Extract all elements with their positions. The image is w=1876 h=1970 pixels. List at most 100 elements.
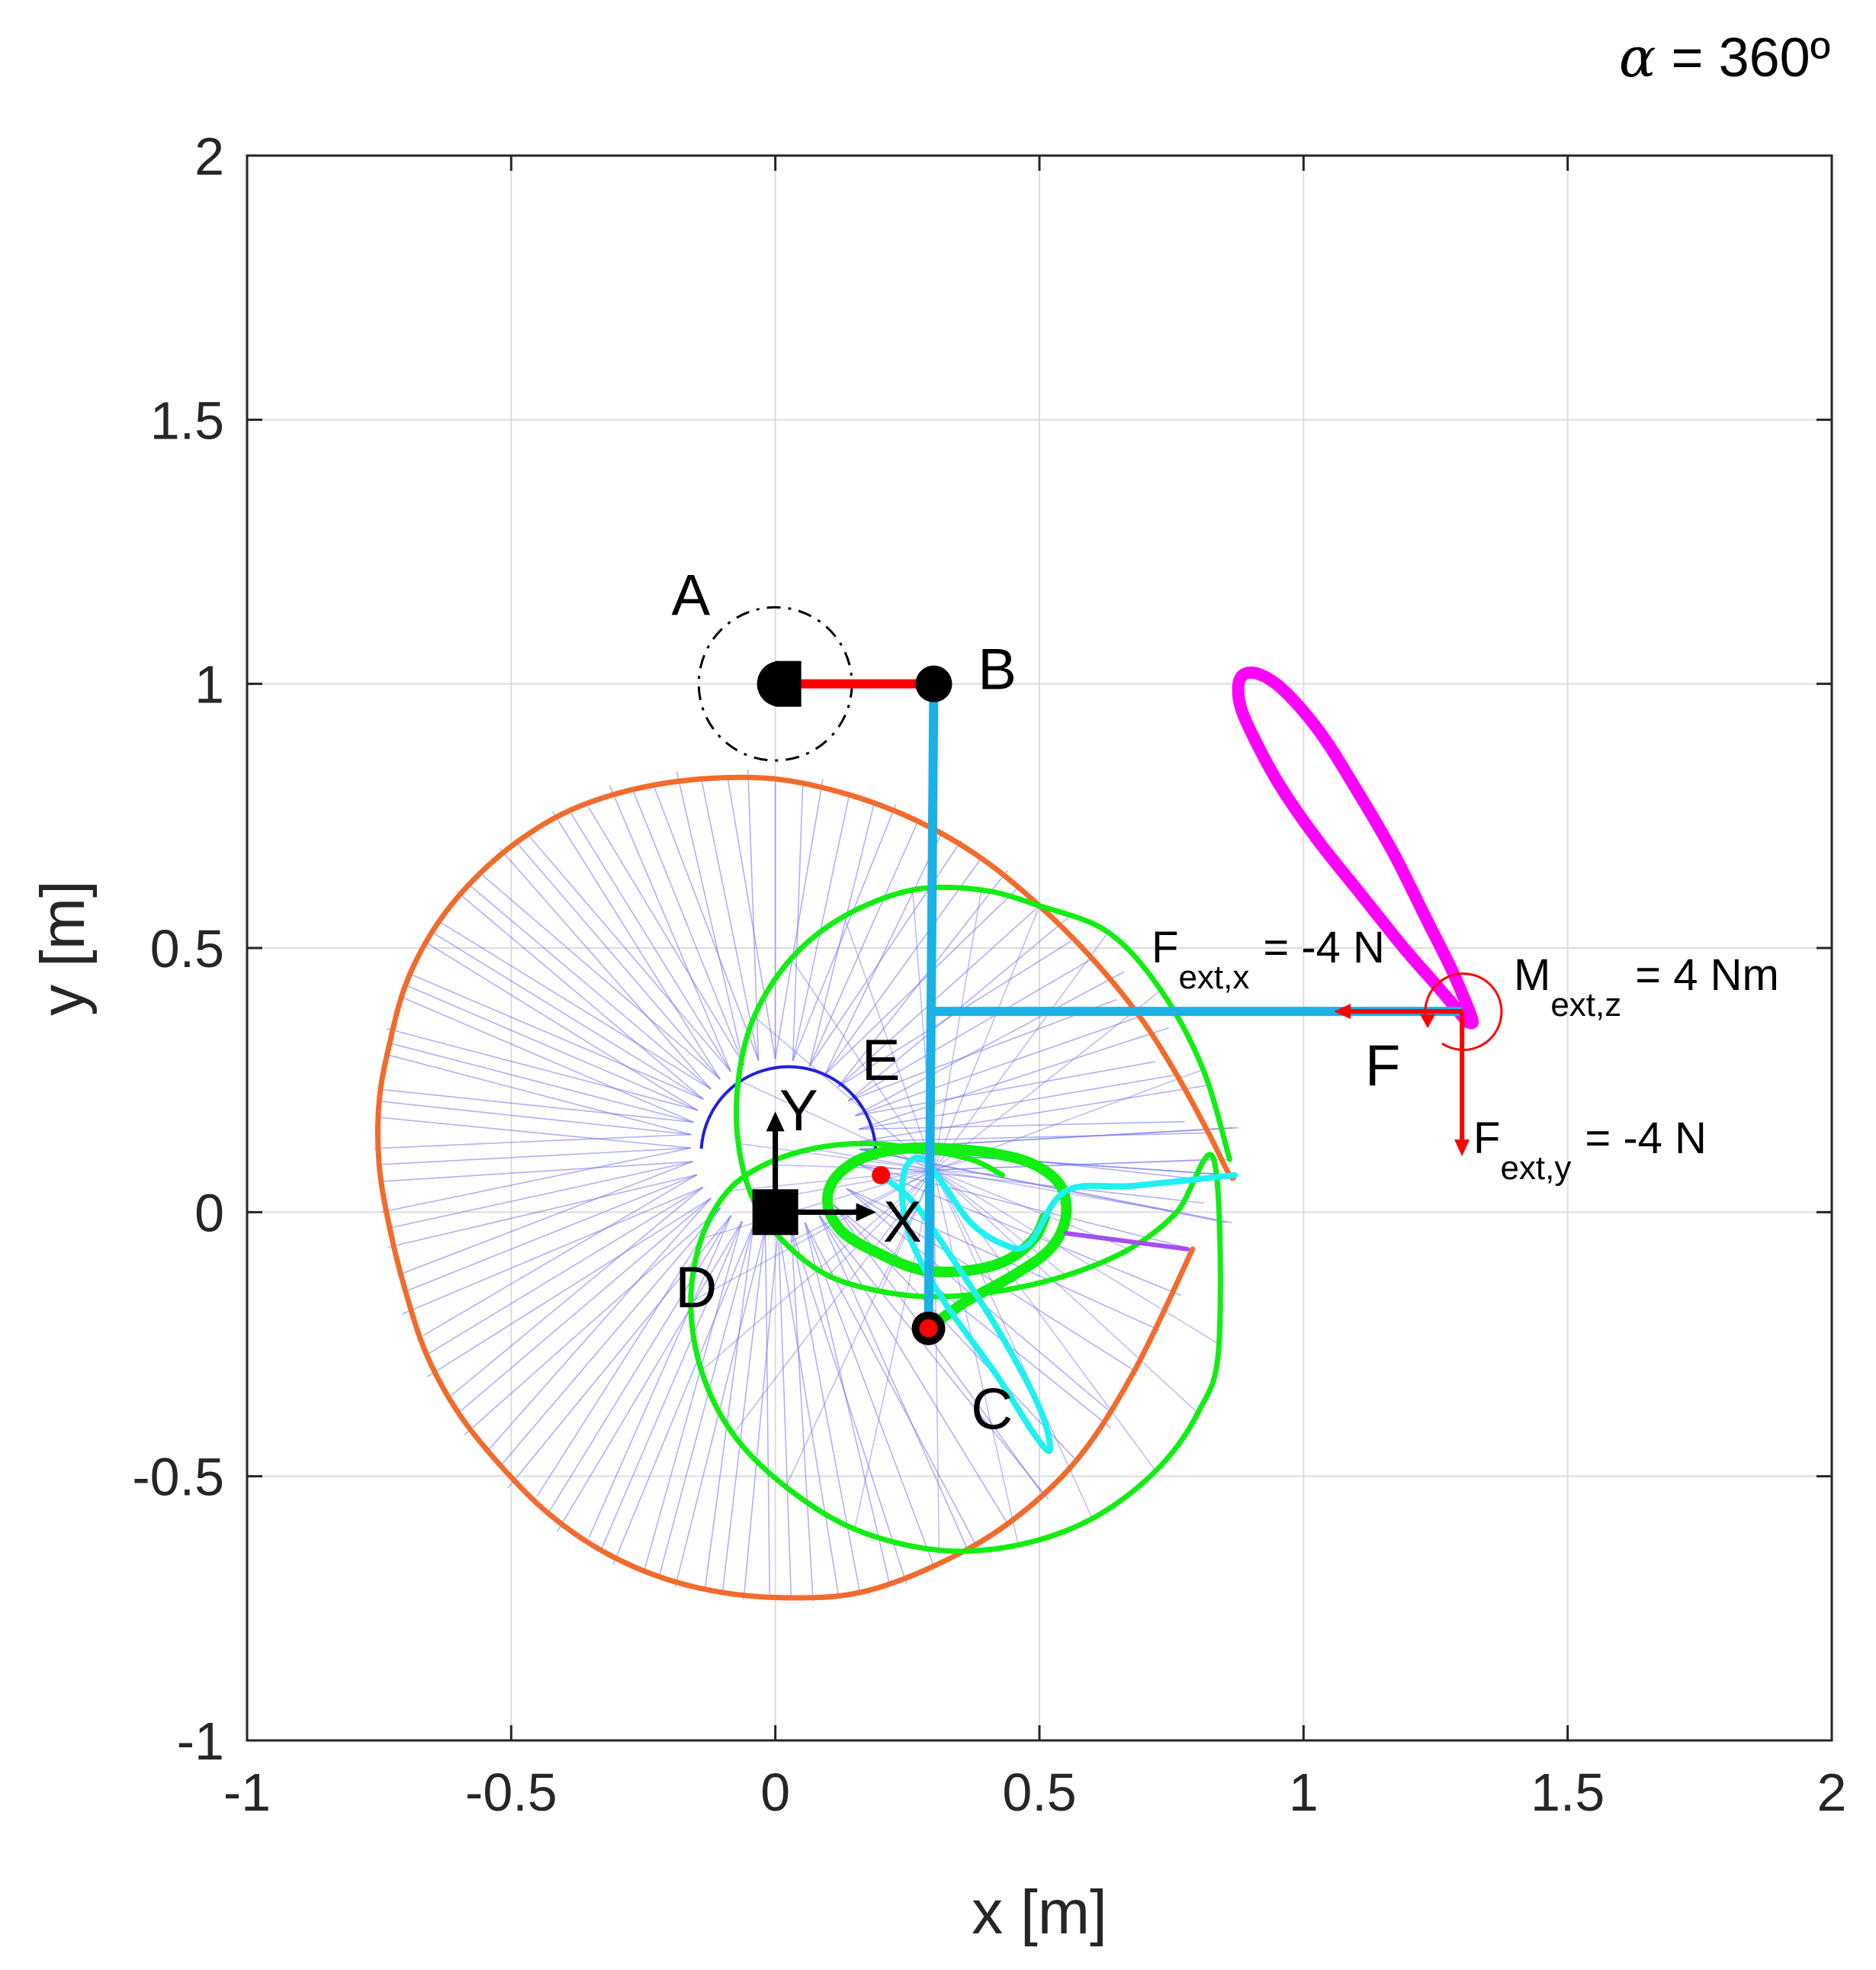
envelope-line (846, 1187, 1136, 1371)
x-tick-label: 0 (760, 1763, 790, 1822)
joint-c-center (919, 1319, 938, 1338)
envelope-line (853, 1169, 935, 1530)
envelope-line (423, 940, 699, 1111)
envelope-line (808, 802, 875, 1067)
envelope-line (480, 873, 721, 1080)
envelope-line (654, 788, 760, 1061)
mz-sub: ext,z (1550, 986, 1621, 1024)
link-bc (924, 683, 939, 1329)
x-tick-label: -1 (223, 1763, 271, 1822)
envelope-line (790, 958, 935, 1171)
y-axis-label: y [m] (28, 880, 98, 1016)
envelope-line (464, 1207, 721, 1435)
envelope-line (528, 835, 731, 1072)
envelope-line (933, 989, 1161, 1171)
envelope-line (379, 1147, 692, 1165)
envelope-line (676, 771, 745, 1065)
fx-main: F (1152, 923, 1178, 972)
envelope-line (933, 931, 1109, 1171)
series-cyan-line (878, 1155, 1238, 1454)
envelope-line (704, 1225, 754, 1589)
envelope-line (551, 811, 721, 1080)
envelope-line (377, 1088, 694, 1123)
chart-title: α = 360º (1619, 25, 1830, 89)
envelope-line (701, 1169, 934, 1239)
envelope-line (804, 1222, 935, 1567)
envelope-line (548, 1215, 732, 1514)
point-label-c: C (971, 1377, 1013, 1441)
envelope-line (790, 1226, 861, 1593)
title-value: = 360º (1672, 27, 1830, 88)
envelope-line (458, 1197, 712, 1414)
mz-main: M (1514, 950, 1550, 1000)
envelope-line (933, 889, 982, 1171)
x-tick-label: 1 (1289, 1763, 1319, 1822)
envelope-line (500, 1207, 721, 1467)
y-tick-label: 0.5 (150, 919, 224, 979)
envelope-line (933, 1169, 1003, 1176)
envelope-line (609, 785, 732, 1072)
envelope-line (837, 869, 1008, 1088)
inner-envelope-arc (699, 1065, 878, 1160)
x-tick-label: 0.5 (1002, 1763, 1076, 1822)
x-tick-label: 2 (1817, 1763, 1847, 1822)
y-tick-label: 1.5 (150, 390, 224, 450)
envelope-line (379, 1161, 693, 1183)
envelope-line (387, 1174, 697, 1249)
envelope-line (376, 1116, 692, 1149)
envelope-line (933, 1169, 1219, 1345)
envelope-line (848, 998, 1116, 1102)
envelope-line (933, 1169, 1177, 1213)
ground-a-half (757, 660, 780, 707)
point-label-e: E (862, 1028, 901, 1093)
envelope-line (387, 1028, 699, 1111)
envelope-line (674, 1227, 766, 1587)
envelope-line (774, 779, 824, 1059)
fy-main: F (1473, 1114, 1500, 1163)
envelope-line (438, 920, 712, 1090)
envelope-line (389, 1042, 694, 1123)
envelope-line (933, 1169, 1093, 1519)
envelope-line (824, 830, 943, 1075)
envelope-line (468, 884, 712, 1090)
fx-annotation: Fext,x = -4 N (1152, 923, 1385, 996)
envelope-line (381, 1147, 692, 1213)
envelope-line (451, 1187, 704, 1396)
envelope-line (855, 1061, 1156, 1117)
envelope-line (488, 1197, 712, 1450)
envelope-line (933, 1159, 1214, 1171)
envelope-line (804, 1222, 890, 1583)
envelope-line (856, 1163, 1181, 1296)
moment-arc (1424, 972, 1503, 1052)
envelope-line (855, 1016, 1140, 1117)
envelope-line (400, 1161, 693, 1275)
x-axis-label: x [m] (972, 1878, 1107, 1947)
envelope-line (827, 1169, 935, 1277)
envelope-line (777, 1227, 840, 1596)
envelope-line (808, 821, 919, 1067)
envelope-line (406, 972, 704, 1100)
envelope-line (859, 1149, 1235, 1176)
point-label-b: B (978, 638, 1017, 702)
mz-value: = 4 Nm (1635, 950, 1779, 1000)
envelope-line (588, 807, 744, 1065)
series-orange-line (374, 774, 1238, 1601)
envelope-line (824, 885, 1020, 1076)
envelope-line (933, 1159, 1230, 1171)
fy-value: = -4 N (1585, 1114, 1707, 1163)
envelope-line (933, 1169, 1020, 1545)
envelope-line (644, 1220, 743, 1570)
frame-y-arrowhead (766, 1111, 785, 1132)
envelope-line (737, 1079, 934, 1171)
x-tick-label: -0.5 (465, 1763, 557, 1822)
axes: -1 -0.5 0 0.5 1 1.5 2 -1 -0.5 0 0.5 1 1.5 2 (132, 127, 1846, 1822)
series-green-line (688, 884, 1232, 1554)
envelope-line (401, 996, 694, 1123)
envelope-line (658, 1225, 754, 1577)
fx-value: = -4 N (1263, 923, 1385, 972)
envelope-line (764, 1227, 771, 1599)
series-green-bold-line (822, 1142, 1072, 1334)
envelope-line (843, 916, 935, 1171)
point-label-a: A (671, 564, 710, 628)
envelope-line (847, 958, 1093, 1102)
